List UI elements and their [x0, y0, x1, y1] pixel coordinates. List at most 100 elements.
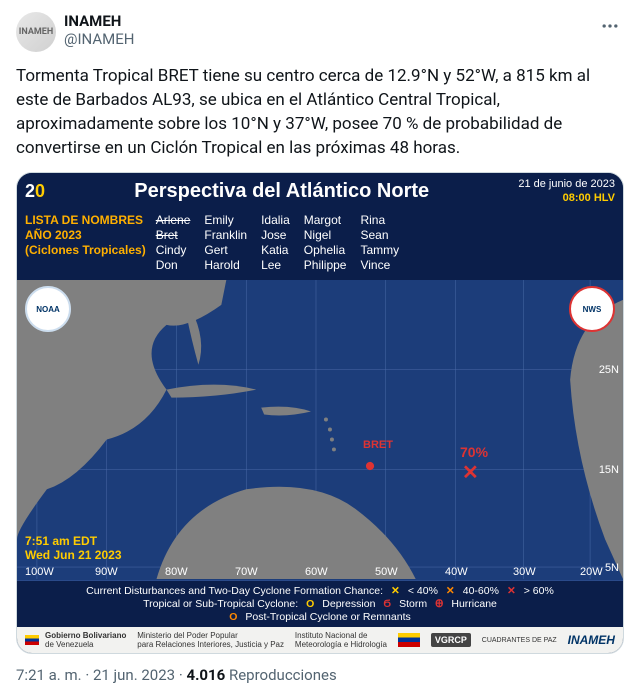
tweet-meta: 7:21 a. m. · 21 jun. 2023 · 4.016 Reprod…	[16, 666, 624, 684]
infographic-title: Perspectiva del Atlántico Norte	[53, 180, 510, 203]
display-name[interactable]: INAMEH	[64, 12, 588, 30]
storm-label: BRET	[363, 439, 393, 451]
storm-name: Don	[156, 258, 191, 272]
storm-name: Ophelia	[304, 243, 347, 257]
storm-name: Bret	[156, 228, 191, 242]
legend-text: Hurricane	[451, 598, 497, 610]
meta-views-label: Reproducciones	[229, 666, 337, 684]
names-row: LISTA DE NOMBRES AÑO 2023 (Ciclones Trop…	[17, 209, 623, 280]
legend-symbol: O	[306, 598, 314, 610]
legend: Current Disturbances and Two-Day Cyclone…	[17, 580, 623, 627]
handle[interactable]: @INAMEH	[64, 30, 588, 48]
lon-label: 100W	[25, 566, 54, 578]
nws-badge: NWS	[569, 286, 615, 332]
inst-line-2: Meteorología e Hidrología	[295, 640, 387, 649]
legend-symbol: Ꚛ	[435, 597, 443, 611]
storm-name: Katia	[261, 243, 290, 257]
gov-line-2: de Venezuela	[45, 640, 126, 649]
legend-row: OPost-Tropical Cyclone or Remnants	[23, 611, 617, 623]
meta-time[interactable]: 7:21 a. m.	[16, 666, 82, 684]
avatar[interactable]: INAMEH	[16, 12, 56, 52]
tweet-container: INAMEH INAMEH @INAMEH Tormenta Tropical …	[0, 0, 640, 696]
legend-text: < 40%	[408, 585, 438, 597]
storm-name: Lee	[261, 258, 290, 272]
legend-symbol: ✕	[391, 585, 400, 597]
names-column: EmilyFranklinGertHarold	[204, 213, 247, 272]
lon-label: 70W	[235, 566, 258, 578]
min-line-1: Ministerio del Poder Popular	[137, 631, 284, 640]
map-timestamp: 7:51 am EDT Wed Jun 21 2023	[25, 534, 122, 562]
min-line-2: para Relaciones Interiores, Justicia y P…	[137, 640, 284, 649]
names-label-2: AÑO 2023	[25, 228, 146, 243]
legend-text: Storm	[399, 598, 427, 610]
infographic: 20 Perspectiva del Atlántico Norte 21 de…	[17, 173, 623, 653]
legend-text: 40-60%	[463, 585, 499, 597]
names-columns: ArleneBretCindyDon EmilyFranklinGertHarol…	[156, 213, 399, 272]
names-label-1: LISTA DE NOMBRES	[25, 213, 146, 228]
meta-views-count: 4.016	[186, 666, 225, 684]
legend-symbol: ✕	[446, 585, 455, 597]
lon-label: 40W	[445, 566, 468, 578]
more-button[interactable]	[596, 12, 624, 44]
storm-name: Franklin	[204, 228, 247, 242]
tweet-body: Tormenta Tropical BRET tiene su centro c…	[16, 64, 624, 160]
legend-label: Current Disturbances and Two-Day Cyclone…	[86, 585, 383, 597]
lon-label: 90W	[95, 566, 118, 578]
legend-text: Post-Tropical Cyclone or Remnants	[245, 611, 410, 623]
storm-name: Idalia	[261, 213, 290, 227]
anniversary-logo: 20	[25, 181, 45, 202]
inst-line-1: Instituto Nacional de	[295, 631, 387, 640]
storm-name: Gert	[204, 243, 247, 257]
map-time-1: 7:51 am EDT	[25, 534, 122, 548]
flag-icon-2	[398, 633, 420, 647]
tweet-header: INAMEH INAMEH @INAMEH	[16, 12, 624, 52]
storm-name: Sean	[360, 228, 399, 242]
disturbance-x-icon: ✕	[462, 460, 479, 485]
lat-label: 5N	[605, 562, 619, 574]
lon-label: 80W	[165, 566, 188, 578]
names-column: ArleneBretCindyDon	[156, 213, 191, 272]
storm-name: Emily	[204, 213, 247, 227]
vgrcp-pill: VGRCP	[431, 633, 471, 647]
noaa-badge: NOAA	[25, 286, 71, 332]
names-column: IdaliaJoseKatiaLee	[261, 213, 290, 272]
lon-label: 60W	[305, 566, 328, 578]
legend-text: > 60%	[524, 585, 554, 597]
storm-name: Jose	[261, 228, 290, 242]
storm-name: Rina	[360, 213, 399, 227]
storm-icon	[359, 455, 381, 482]
lon-label: 30W	[513, 566, 536, 578]
legend-row: Tropical or Sub-Tropical Cyclone:ODepres…	[23, 597, 617, 611]
storm-name: Arlene	[156, 213, 191, 227]
flag-icon	[25, 635, 39, 645]
names-column: RinaSeanTammyVince	[360, 213, 399, 272]
names-label: LISTA DE NOMBRES AÑO 2023 (Ciclones Trop…	[25, 213, 146, 272]
ministry-block: Ministerio del Poder Popular para Relaci…	[137, 631, 284, 649]
map-time-2: Wed Jun 21 2023	[25, 548, 122, 562]
legend-symbol: ✕	[507, 585, 516, 597]
names-label-3: (Ciclones Tropicales)	[25, 243, 146, 258]
storm-name: Tammy	[360, 243, 399, 257]
gov-block: Gobierno Bolivariano de Venezuela	[25, 631, 126, 649]
lon-label: 20W	[580, 566, 603, 578]
storm-name: Nigel	[304, 228, 347, 242]
date-line-2: 08:00 HLV	[518, 191, 615, 205]
storm-name: Harold	[204, 258, 247, 272]
legend-symbol: Ϭ	[383, 598, 391, 610]
gov-line-1: Gobierno Bolivariano	[45, 631, 126, 640]
map: NOAA NWS 7:51 am EDT Wed Jun 21 2023 25N…	[17, 280, 623, 580]
more-icon	[600, 16, 620, 36]
date-line-1: 21 de junio de 2023	[518, 177, 615, 191]
disturbance-pct: 70%	[460, 444, 488, 460]
brand-label: INAMEH	[568, 633, 615, 647]
storm-name: Philippe	[304, 258, 347, 272]
lat-label: 15N	[599, 464, 619, 476]
institute-block: Instituto Nacional de Meteorología e Hid…	[295, 631, 387, 649]
meta-date[interactable]: 21 jun. 2023	[93, 666, 175, 684]
infographic-date: 21 de junio de 2023 08:00 HLV	[518, 177, 615, 205]
storm-name: Vince	[360, 258, 399, 272]
legend-text: Depression	[322, 598, 375, 610]
storm-name: Margot	[304, 213, 347, 227]
media-card[interactable]: 20 Perspectiva del Atlántico Norte 21 de…	[16, 172, 624, 654]
lon-label: 50W	[375, 566, 398, 578]
